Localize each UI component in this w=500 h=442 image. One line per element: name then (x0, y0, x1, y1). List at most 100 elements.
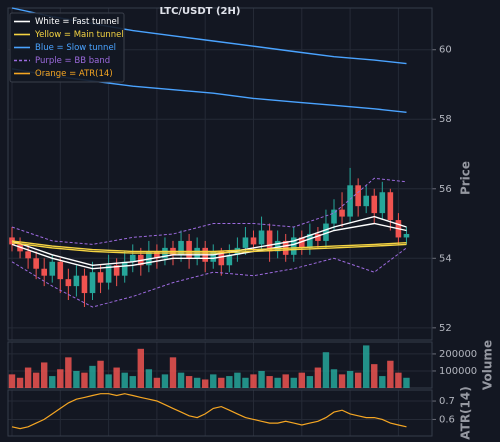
candle-body (299, 237, 305, 248)
volume-bar (161, 374, 169, 388)
overlay-line (11, 247, 407, 308)
volume-bar (314, 367, 322, 388)
legend-label: Purple = BB band (35, 56, 110, 66)
volume-bar (322, 352, 330, 388)
volume-bar (49, 376, 56, 388)
candle-body (41, 268, 47, 276)
volume-bar (363, 345, 370, 388)
volume-bar (258, 370, 265, 388)
candle-body (387, 192, 394, 221)
candle-body (323, 223, 329, 241)
candle-body (121, 261, 128, 276)
volume-bar (129, 376, 136, 388)
atr-axis-title: ATR(14) (459, 386, 473, 439)
volume-bar (387, 360, 394, 388)
chart-title: LTC/USDT (2H) (160, 6, 241, 17)
volume-bar (32, 372, 40, 388)
candle-body (315, 233, 321, 241)
candle-body (178, 240, 184, 255)
candle-body (73, 275, 80, 287)
candle-body (49, 261, 56, 276)
legend-label: Orange = ATR(14) (35, 69, 113, 79)
volume-bar (81, 372, 88, 388)
y-tick-label: 100000 (439, 366, 477, 377)
volume-bar (290, 377, 297, 388)
volume-bar (354, 372, 362, 388)
y-tick-label: 56 (439, 184, 452, 195)
y-tick-label: 60 (439, 45, 452, 56)
volume-bar (274, 377, 281, 388)
candle-body (363, 195, 369, 207)
panel-frame (7, 389, 433, 437)
overlay-line (11, 240, 407, 253)
volume-bar (177, 372, 185, 388)
legend-box (9, 12, 125, 83)
volume-bar (298, 372, 305, 388)
atr-line (11, 393, 407, 430)
overlay-line (11, 222, 407, 270)
volume-bar (8, 374, 16, 388)
volume-bar (57, 369, 64, 388)
overlay-line (11, 215, 407, 267)
volume-bar (403, 377, 410, 388)
volume-bar (395, 372, 402, 388)
candle-body (154, 251, 160, 259)
volume-bar (266, 376, 273, 388)
overlay-line (11, 242, 407, 254)
y-tick-label: 0.6 (439, 414, 455, 425)
candle-body (113, 265, 120, 276)
candle-body (97, 272, 104, 283)
candle-body (290, 237, 297, 255)
candle-body (403, 233, 410, 238)
legend-label: Yellow = Main tunnel (34, 30, 124, 40)
volume-bar (346, 370, 354, 388)
candle-body (347, 185, 353, 217)
volume-bar (137, 348, 144, 388)
volume-bar (330, 369, 338, 388)
y-tick-label: 0.7 (439, 396, 455, 407)
y-tick-label: 54 (439, 253, 452, 264)
volume-bar (226, 376, 233, 388)
volume-bar (250, 374, 257, 388)
volume-bar (153, 377, 161, 388)
volume-bar (234, 372, 241, 388)
volume-bar (169, 357, 177, 388)
volume-axis-title: Volume (481, 340, 495, 390)
candle-body (331, 209, 337, 224)
y-tick-label: 200000 (439, 349, 477, 360)
candle-body (89, 272, 96, 294)
volume-bar (121, 372, 128, 388)
candle-body (307, 233, 313, 248)
candle-body (65, 279, 72, 287)
candle-body (339, 209, 345, 217)
candle-body (371, 195, 378, 214)
volume-bar (242, 377, 249, 388)
candle-body (57, 261, 64, 280)
candle-body (250, 237, 257, 245)
volume-bar (105, 374, 112, 388)
volume-bar (16, 377, 24, 388)
y-tick-label: 52 (439, 323, 452, 334)
candle-body (210, 251, 217, 262)
volume-bar (185, 376, 193, 388)
candle-body (105, 265, 112, 283)
candle-body (25, 251, 31, 259)
volume-bar (282, 374, 289, 388)
candle-body (258, 230, 265, 245)
candle-body (186, 240, 192, 259)
y-tick-label: 58 (439, 114, 452, 125)
legend-label: Blue = Slow tunnel (35, 43, 116, 53)
volume-bar (41, 362, 48, 388)
volume-bar (193, 377, 201, 388)
volume-bar (210, 374, 217, 388)
volume-bar (89, 365, 96, 388)
legend-label: White = Fast tunnel (35, 17, 119, 27)
candle-body (129, 254, 136, 262)
volume-bar (24, 367, 32, 388)
volume-bar (218, 377, 225, 388)
panel-frame (7, 7, 433, 341)
volume-bar (338, 374, 346, 388)
candle-body (33, 258, 39, 269)
volume-bar (371, 364, 378, 388)
